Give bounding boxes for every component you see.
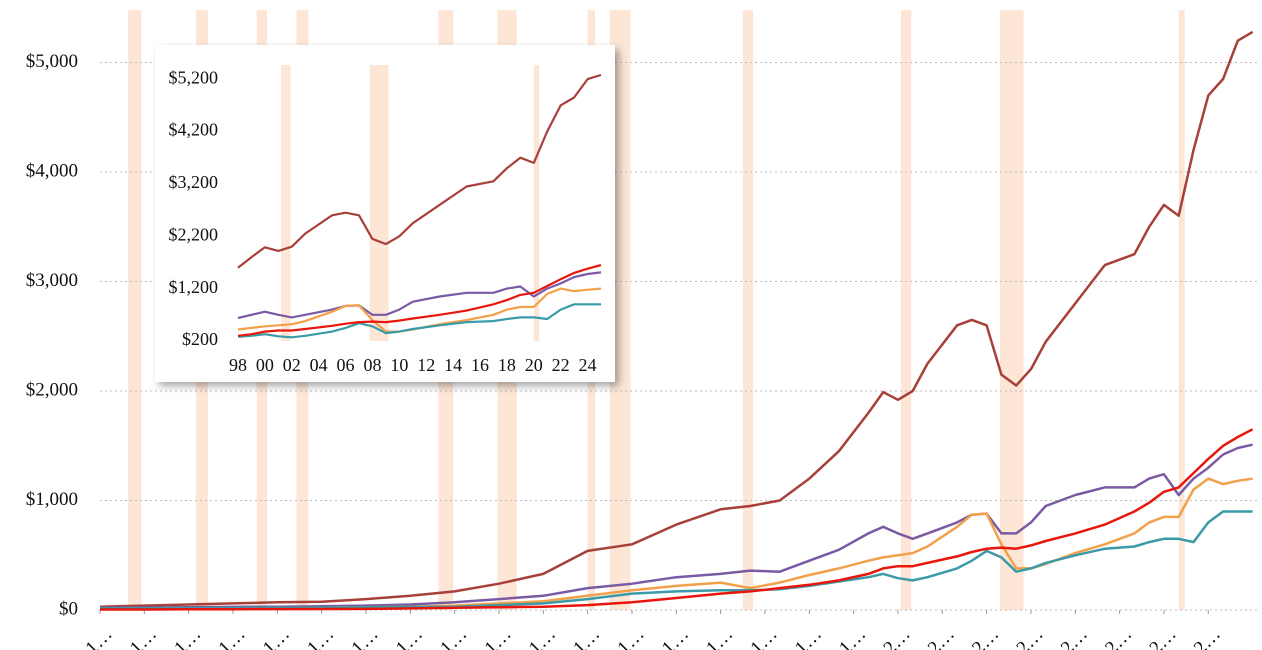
y-tick-label: $5,200 (169, 67, 219, 87)
x-tick-label: 1… (215, 624, 250, 650)
recession-band (281, 65, 291, 341)
x-tick-label: 1… (170, 624, 205, 650)
y-tick-label: $1,200 (169, 277, 219, 297)
x-tick-label: 2… (880, 624, 915, 650)
recession-band (128, 10, 142, 610)
recession-band (533, 65, 540, 341)
x-tick-label: 14 (444, 355, 462, 375)
recession-band (369, 65, 389, 341)
x-tick-label: 12 (417, 355, 435, 375)
x-tick-label: 1… (481, 624, 516, 650)
x-tick-label: 2… (1190, 624, 1225, 650)
y-tick-label: $1,000 (26, 489, 78, 510)
recession-band (1178, 10, 1185, 610)
series-line (237, 271, 602, 320)
x-tick-label: 1… (658, 624, 693, 650)
x-tick-label: 2… (1013, 624, 1048, 650)
x-tick-label: 00 (256, 355, 274, 375)
x-tick-label: 2… (924, 624, 959, 650)
x-tick-label: 2… (1146, 624, 1181, 650)
series-line (237, 73, 602, 269)
x-tick-label: 24 (579, 355, 597, 375)
recession-band (999, 10, 1024, 610)
y-tick-label: $0 (59, 598, 78, 619)
series-line (237, 303, 601, 339)
x-tick-label: 2… (1057, 624, 1092, 650)
x-tick-label: 98 (229, 355, 247, 375)
y-tick-label: $3,000 (26, 270, 78, 291)
x-tick-label: 1… (348, 624, 383, 650)
x-tick-label: 1… (835, 624, 870, 650)
recession-band (900, 10, 912, 610)
x-tick-label: 22 (552, 355, 570, 375)
y-tick-label: $2,000 (26, 379, 78, 400)
series-line (100, 428, 1254, 611)
x-tick-label: 20 (525, 355, 543, 375)
y-tick-label: $4,200 (169, 120, 219, 140)
x-tick-label: 16 (471, 355, 489, 375)
x-tick-label: 18 (498, 355, 516, 375)
x-tick-label: 1… (436, 624, 471, 650)
x-tick-label: 02 (283, 355, 301, 375)
x-tick-label: 1… (614, 624, 649, 650)
x-tick-label: 2… (1101, 624, 1136, 650)
x-tick-label: 1… (303, 624, 338, 650)
x-tick-label: 1… (791, 624, 826, 650)
x-tick-label: 04 (310, 355, 328, 375)
x-tick-label: 1… (126, 624, 161, 650)
y-tick-label: $4,000 (26, 160, 78, 181)
series-line (99, 443, 1253, 610)
x-tick-label: 1… (747, 624, 782, 650)
x-tick-label: 1… (392, 624, 427, 650)
y-tick-label: $200 (182, 329, 218, 349)
recession-band (742, 10, 754, 610)
inset-chart: $200 $1,200 $2,200 $3,200 $4,200 $5,200 98 00 02… (155, 45, 615, 382)
series-line (100, 510, 1253, 610)
x-tick-label: 1… (259, 624, 294, 650)
x-tick-label: 1… (525, 624, 560, 650)
x-tick-label: 1… (702, 624, 737, 650)
series-line (100, 477, 1253, 611)
y-tick-label: $2,200 (169, 224, 219, 244)
series-line (99, 30, 1254, 608)
x-tick-label: 08 (363, 355, 381, 375)
x-tick-label: 1… (82, 624, 117, 650)
series-line (237, 264, 602, 337)
x-tick-label: 06 (337, 355, 355, 375)
x-tick-label: 10 (390, 355, 408, 375)
y-tick-label: $3,200 (169, 172, 219, 192)
x-tick-label: 1… (569, 624, 604, 650)
y-tick-label: $5,000 (26, 51, 78, 72)
x-tick-label: 2… (968, 624, 1003, 650)
